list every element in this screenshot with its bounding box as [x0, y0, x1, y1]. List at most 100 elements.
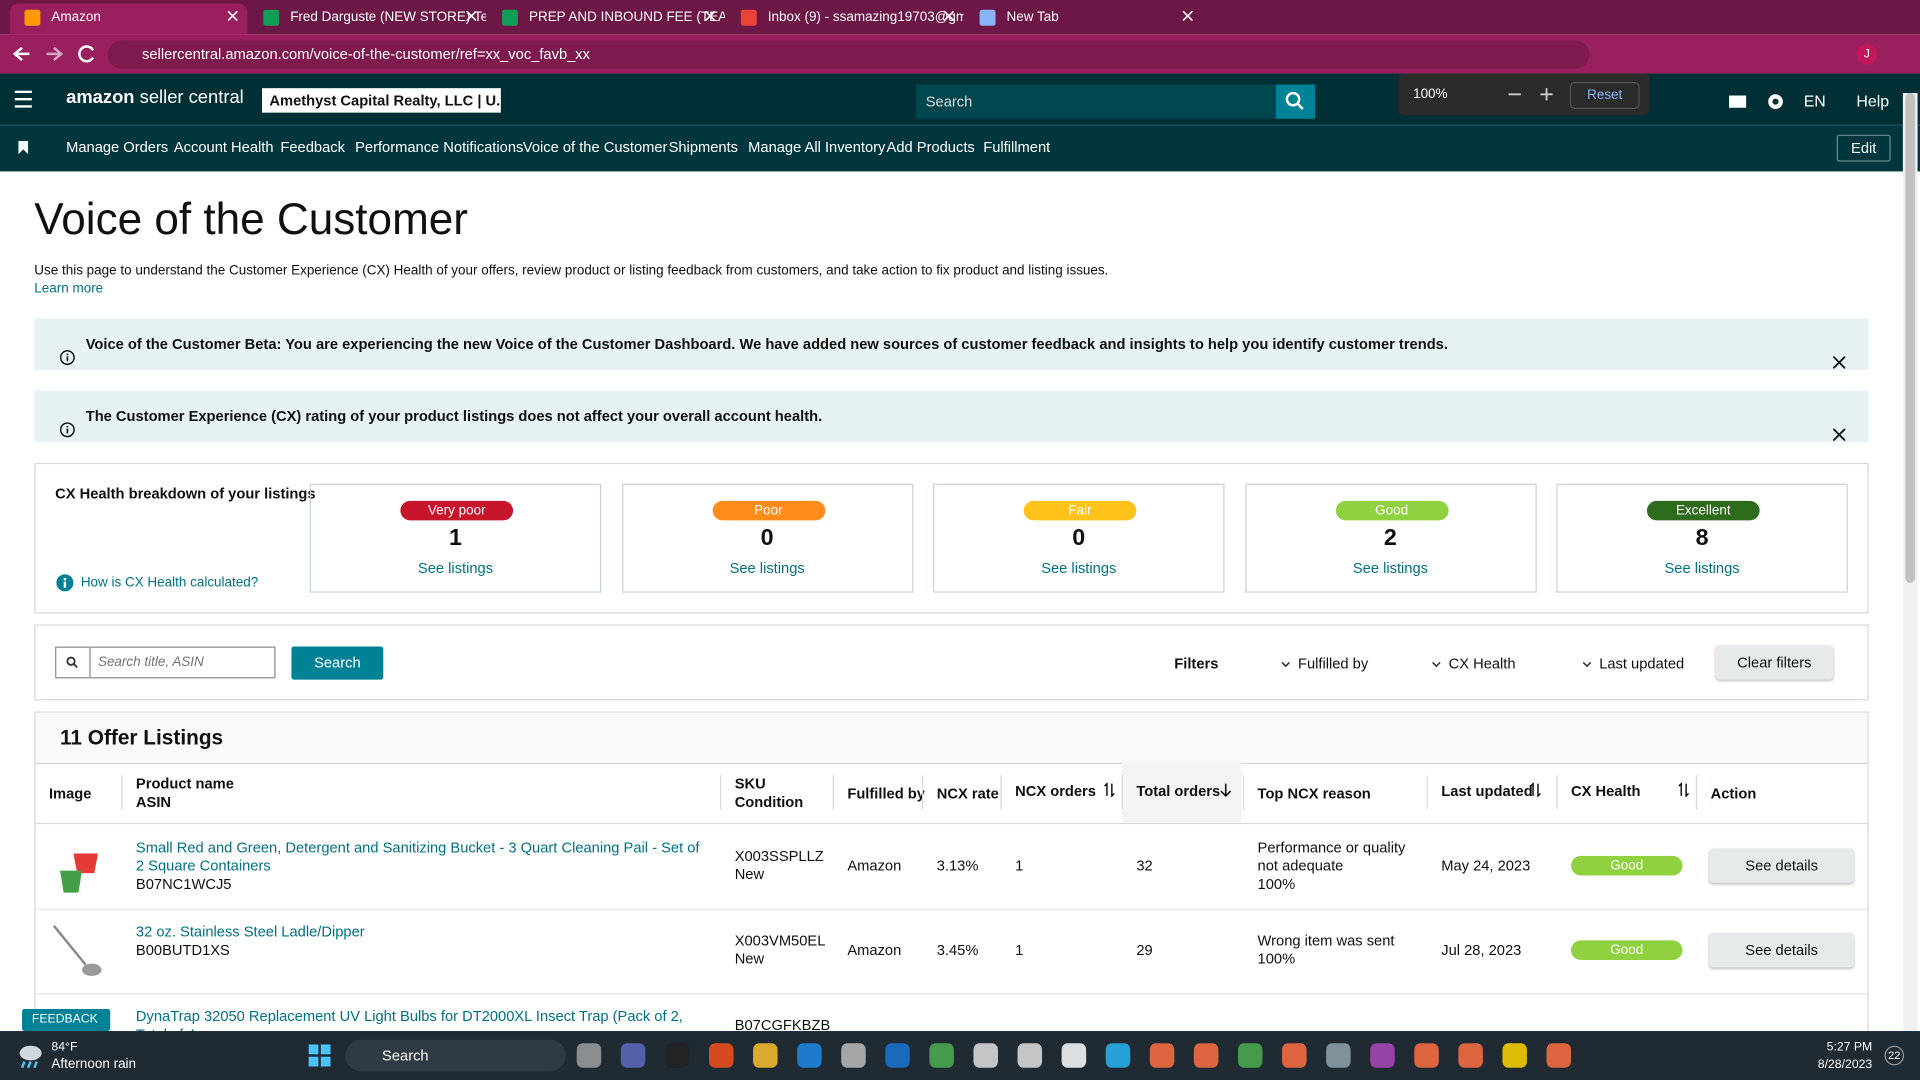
alert-close[interactable] [1832, 410, 1846, 461]
taskbar-app[interactable] [841, 1043, 866, 1068]
nav-item[interactable]: Manage All Inventory [748, 138, 886, 156]
sort-icon[interactable] [1678, 781, 1690, 800]
taskbar-app[interactable] [797, 1043, 822, 1068]
column-divider [1426, 775, 1428, 810]
alert-close[interactable] [1832, 338, 1846, 389]
health-pill: Very poor [400, 500, 514, 521]
search-button[interactable]: Search [291, 646, 384, 680]
taskbar-app[interactable] [1370, 1043, 1395, 1068]
browser-tab[interactable]: Inbox (9) - ssamazing19703@gm [726, 4, 964, 35]
see-listings[interactable]: See listings [1041, 559, 1117, 577]
sort-icon[interactable] [1220, 782, 1232, 800]
start-button[interactable] [308, 1044, 331, 1067]
menu-icon[interactable] [14, 90, 35, 108]
taskbar-app[interactable] [1017, 1043, 1043, 1068]
profile-avatar[interactable]: J [1856, 44, 1878, 65]
asin: B07NC1WCJ5 [135, 875, 232, 893]
product-name[interactable]: Small Red and Green, Detergent and Sanit… [135, 838, 700, 875]
taskbar-app[interactable] [1326, 1043, 1351, 1068]
filter-panel: Search title, ASIN Search Filters Clear … [34, 624, 1869, 701]
column-header[interactable]: CX Health [1571, 782, 1640, 800]
tab-close[interactable] [943, 4, 955, 31]
filter-dropdown[interactable]: Last updated [1582, 655, 1684, 672]
help-link[interactable]: How is CX Health calculated? [80, 575, 259, 591]
logo[interactable]: amazon seller central [66, 87, 244, 108]
tab-close[interactable] [704, 4, 716, 31]
taskbar-app[interactable] [1105, 1043, 1131, 1068]
taskbar-search[interactable]: Search [345, 1039, 566, 1072]
sort-icon[interactable] [1103, 781, 1115, 800]
zoom-reset[interactable]: Reset [1569, 82, 1640, 109]
see-details[interactable]: See details [1709, 933, 1854, 968]
feedback-tab[interactable]: FEEDBACK [22, 1008, 111, 1032]
logo-product: seller central [139, 86, 244, 108]
header-search-button[interactable] [1275, 84, 1316, 119]
taskbar-app[interactable] [1237, 1043, 1263, 1068]
browser-tab[interactable]: PREP AND INBOUND FEE (TEAM [487, 4, 725, 35]
nav-item[interactable]: Shipments [668, 138, 739, 156]
browser-tab[interactable]: Fred Darguste (NEW STORE) Tea [249, 4, 486, 35]
taskbar-app[interactable] [885, 1043, 910, 1068]
see-listings[interactable]: See listings [1352, 559, 1428, 577]
help[interactable]: Help [1856, 91, 1890, 111]
see-details[interactable]: See details [1709, 848, 1854, 883]
scroll-thumb[interactable] [1905, 93, 1916, 583]
taskbar-app[interactable] [1502, 1043, 1527, 1068]
taskbar-app[interactable] [1458, 1043, 1483, 1068]
column-header[interactable]: Last updated [1441, 782, 1532, 800]
nav-buttons[interactable] [10, 44, 96, 64]
tab-close[interactable] [227, 4, 239, 31]
filter-dropdown[interactable]: CX Health [1431, 655, 1516, 672]
language[interactable]: EN [1803, 91, 1826, 111]
sort-icon[interactable] [1529, 781, 1541, 800]
tab-close[interactable] [465, 4, 477, 31]
filter-dropdown[interactable]: Fulfilled by [1281, 655, 1368, 672]
nav-item[interactable]: Performance Notifications [355, 138, 524, 156]
taskbar-app[interactable] [753, 1043, 778, 1068]
taskbar-app[interactable] [929, 1043, 954, 1068]
nav-item[interactable]: Account Health [173, 138, 274, 156]
taskbar-app[interactable] [973, 1043, 998, 1068]
browser-tab[interactable]: New Tab [965, 4, 1203, 35]
sku-cell: X003VM50EL New [735, 932, 826, 969]
header-search[interactable]: Search [915, 84, 1276, 119]
see-listings[interactable]: See listings [417, 559, 494, 577]
filter-search[interactable]: Search title, ASIN [55, 646, 276, 679]
taskbar-app[interactable] [664, 1043, 690, 1068]
learn-more[interactable]: Learn more [34, 281, 104, 297]
nav-item[interactable]: Add Products [886, 138, 975, 156]
nav-item[interactable]: Fulfillment [983, 138, 1051, 156]
see-listings[interactable]: See listings [729, 559, 805, 577]
nav-item[interactable]: Voice of the Customer [522, 138, 668, 156]
column-header[interactable]: Total orders [1136, 782, 1220, 800]
taskbar-app[interactable] [1414, 1043, 1439, 1068]
taskbar-app[interactable] [1282, 1043, 1307, 1068]
taskbar-app[interactable] [620, 1043, 646, 1068]
notification-count[interactable]: 22 [1884, 1045, 1905, 1066]
account-switcher[interactable]: Amethyst Capital Realty, LLC | U... [262, 88, 501, 113]
taskbar-app[interactable] [708, 1043, 734, 1068]
url-field[interactable]: sellercentral.amazon.com/voice-of-the-cu… [107, 40, 1590, 69]
taskbar-app[interactable] [1149, 1043, 1175, 1068]
nav-item[interactable]: Manage Orders [66, 138, 169, 156]
health-count: 0 [760, 525, 774, 552]
edit-button[interactable]: Edit [1836, 134, 1891, 162]
header-divider [35, 822, 1868, 825]
nav-item[interactable]: Feedback [280, 138, 345, 156]
taskbar-app[interactable] [1193, 1043, 1219, 1068]
clear-filters[interactable]: Clear filters [1715, 645, 1834, 680]
dropdown-label: Fulfilled by [1297, 655, 1369, 673]
bookmark-icon[interactable] [18, 140, 29, 155]
chevron [1281, 655, 1298, 672]
taskbar-app[interactable] [1061, 1043, 1087, 1068]
see-listings[interactable]: See listings [1664, 559, 1740, 577]
taskbar-app[interactable] [576, 1043, 602, 1068]
zoom-buttons[interactable] [1506, 87, 1555, 102]
header-icons[interactable] [1728, 93, 1789, 113]
column-header[interactable]: NCX orders [1015, 782, 1096, 800]
taskbar-app[interactable] [1546, 1043, 1572, 1068]
tab-close[interactable] [1182, 4, 1194, 31]
product-name[interactable]: 32 oz. Stainless Steel Ladle/Dipper [135, 923, 365, 941]
browser-tab[interactable]: Amazon [9, 3, 248, 35]
